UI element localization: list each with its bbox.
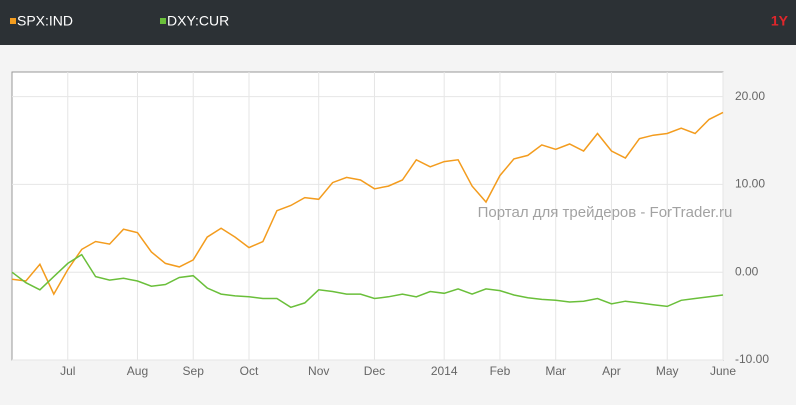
x-tick-label: June (710, 364, 736, 378)
series-line (11, 111, 724, 296)
legend-swatch (160, 18, 166, 24)
x-tick-label: 2014 (431, 364, 458, 378)
x-tick-label: Jul (60, 364, 75, 378)
x-tick-label: Apr (602, 364, 621, 378)
plot-area (11, 71, 724, 361)
range-button[interactable]: 1Y (771, 13, 789, 29)
x-tick-label: Sep (183, 364, 205, 378)
legend-swatch (10, 18, 16, 24)
x-tick-label: Dec (364, 364, 385, 378)
y-tick-label: 10.00 (735, 177, 765, 191)
y-tick-label: 0.00 (735, 264, 759, 278)
series-line (11, 253, 724, 309)
x-tick-label: Aug (127, 364, 148, 378)
plot: 20.00 10.00 0.00 -10.00 Jul Aug Sep Oct Nov Dec 20… (11, 72, 769, 378)
x-tick-label: Oct (240, 364, 259, 378)
x-tick-label: Feb (490, 364, 511, 378)
legend-label: DXY:CUR (167, 13, 229, 29)
x-tick-label: Mar (545, 364, 566, 378)
y-tick-label: 20.00 (735, 89, 765, 103)
header-bar (0, 0, 796, 45)
watermark: Портал для трейдеров - ForTrader.ru (478, 204, 733, 221)
x-tick-label: May (656, 364, 679, 378)
legend-label: SPX:IND (17, 13, 73, 29)
y-tick-label: -10.00 (735, 352, 769, 366)
x-tick-label: Nov (308, 364, 329, 378)
